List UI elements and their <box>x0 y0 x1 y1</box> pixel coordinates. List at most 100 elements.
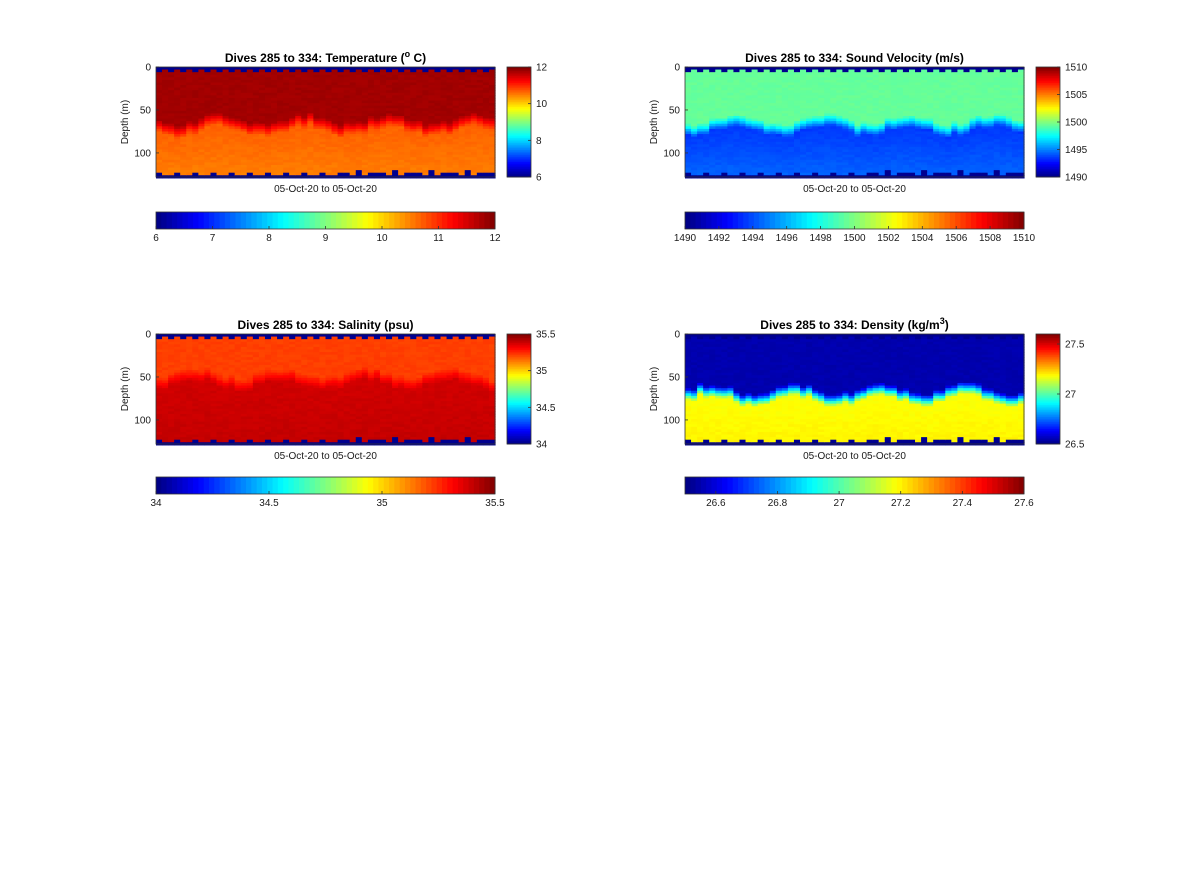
heatmap-cell <box>404 157 411 161</box>
heatmap-cell <box>392 141 399 145</box>
colorbar-swatch <box>507 125 531 128</box>
heatmap-cell <box>168 95 175 99</box>
heatmap-cell <box>228 172 236 176</box>
heatmap-cell <box>301 146 308 151</box>
heatmap-cell <box>727 97 735 102</box>
heatmap-cell <box>763 144 771 148</box>
heatmap-cell <box>800 126 807 130</box>
colorbar-swatch <box>507 80 531 83</box>
heatmap-cell <box>386 85 393 89</box>
heatmap-cell <box>216 159 224 163</box>
heatmap-cell <box>264 149 272 153</box>
heatmap-cell <box>440 100 448 104</box>
heatmap-cell <box>264 162 272 166</box>
heatmap-cell <box>386 123 393 127</box>
heatmap-cell <box>222 139 230 143</box>
heatmap-cell <box>325 172 333 176</box>
heatmap-cell <box>277 77 284 81</box>
heatmap-cell <box>319 79 327 84</box>
heatmap-cell <box>186 128 193 133</box>
heatmap-cell <box>422 141 430 145</box>
heatmap-cell <box>392 77 399 81</box>
heatmap-cell <box>198 121 206 125</box>
heatmap-cell <box>325 72 333 76</box>
colorbar-swatch <box>507 87 531 90</box>
heatmap-cell <box>343 136 351 140</box>
heatmap-cell <box>458 134 466 138</box>
heatmap-cell <box>379 123 387 127</box>
heatmap-cell <box>488 172 496 176</box>
heatmap-cell <box>739 146 747 151</box>
heatmap-cell <box>416 110 423 115</box>
heatmap-cell <box>301 170 308 174</box>
heatmap-cell <box>258 162 266 166</box>
heatmap-cell <box>440 97 448 102</box>
heatmap-cell <box>252 108 260 112</box>
heatmap-cell <box>325 95 333 99</box>
heatmap-cell <box>769 82 777 86</box>
heatmap-cell <box>343 108 351 112</box>
heatmap-cell <box>216 146 224 151</box>
heatmap-cell <box>343 115 351 120</box>
heatmap-cell <box>709 154 716 158</box>
heatmap-cell <box>775 67 783 71</box>
heatmap-cell <box>404 72 411 76</box>
heatmap-cell <box>715 149 722 153</box>
heatmap-cell <box>168 67 175 71</box>
heatmap-cell <box>733 172 741 176</box>
heatmap-cell <box>697 110 704 115</box>
heatmap-cell <box>452 164 460 169</box>
heatmap-cell <box>691 72 698 76</box>
heatmap-cell <box>264 105 272 109</box>
heatmap-cell <box>307 79 314 84</box>
heatmap-cell <box>392 157 399 161</box>
heatmap-cell <box>222 97 230 102</box>
heatmap-cell <box>691 92 698 96</box>
heatmap-cell <box>222 69 230 73</box>
heatmap-cell <box>313 128 321 133</box>
heatmap-cell <box>769 90 777 94</box>
heatmap-cell <box>379 97 387 102</box>
heatmap-cell <box>775 108 783 112</box>
heatmap-cell <box>800 172 807 176</box>
heatmap-cell <box>186 69 193 73</box>
heatmap-cell <box>386 108 393 112</box>
heatmap-cell <box>703 79 710 84</box>
heatmap-cell <box>192 149 199 153</box>
heatmap-cell <box>410 92 417 96</box>
heatmap-cell <box>271 126 278 130</box>
heatmap-cell <box>440 126 448 130</box>
heatmap-cell <box>198 67 206 71</box>
heatmap-cell <box>422 170 430 174</box>
heatmap-cell <box>452 121 460 125</box>
heatmap-cell <box>192 170 199 174</box>
heatmap-cell <box>410 149 417 153</box>
heatmap-cell <box>422 72 430 76</box>
heatmap-cell <box>446 139 454 143</box>
heatmap-cell <box>264 74 272 78</box>
heatmap-cell <box>709 172 716 176</box>
heatmap-cell <box>404 152 411 156</box>
heatmap-cell <box>757 144 765 148</box>
heatmap-cell <box>289 82 296 86</box>
heatmap-cell <box>727 69 735 73</box>
heatmap-cell <box>440 110 448 115</box>
heatmap-cell <box>458 170 466 174</box>
heatmap-cell <box>373 90 381 94</box>
heatmap-cell <box>204 152 212 156</box>
heatmap-cell <box>685 131 692 135</box>
heatmap-cell <box>392 82 399 86</box>
heatmap-cell <box>769 157 777 161</box>
heatmap-cell <box>691 85 698 89</box>
heatmap-cell <box>204 172 212 176</box>
heatmap-cell <box>258 105 266 109</box>
heatmap-cell <box>757 128 765 133</box>
heatmap-cell <box>464 72 472 76</box>
heatmap-cell <box>301 121 308 125</box>
heatmap-cell <box>271 92 278 96</box>
heatmap-cell <box>156 67 163 71</box>
heatmap-cell <box>404 118 411 122</box>
heatmap-cell <box>258 136 266 140</box>
heatmap-cell <box>295 95 302 99</box>
heatmap-cell <box>174 69 181 73</box>
